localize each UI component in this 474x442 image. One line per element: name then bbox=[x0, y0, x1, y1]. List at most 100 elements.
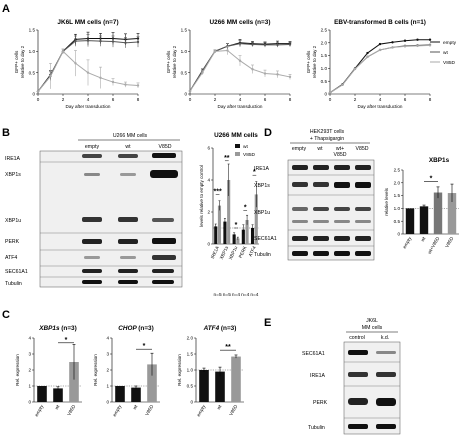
bar-v85d bbox=[447, 193, 457, 234]
chart-title: CHOP (n=3) bbox=[118, 325, 153, 332]
band bbox=[292, 207, 308, 211]
y-tick-label: 0.5 bbox=[321, 79, 328, 84]
y-axis-label: relative to day 2 bbox=[20, 45, 25, 78]
band bbox=[348, 372, 368, 377]
band bbox=[313, 236, 329, 241]
category-label: wt bbox=[54, 403, 61, 410]
y-tick-label: 0.5 bbox=[29, 70, 36, 75]
band bbox=[152, 280, 174, 284]
y-tick-label: 2 bbox=[28, 368, 31, 373]
significance-marker: ** bbox=[225, 344, 231, 351]
n-label: n=4 bbox=[232, 292, 240, 298]
band bbox=[82, 239, 102, 244]
x-tick-label: 6 bbox=[404, 97, 407, 102]
band bbox=[84, 173, 100, 176]
n-label: n=4 bbox=[241, 292, 249, 298]
data-point-wt bbox=[99, 39, 102, 43]
band bbox=[313, 182, 329, 187]
data-point-wt bbox=[74, 39, 77, 43]
legend-label-wt: wt bbox=[443, 50, 448, 56]
band bbox=[292, 236, 308, 241]
band bbox=[355, 220, 371, 223]
blot-b-title: U266 MM cells bbox=[113, 133, 148, 139]
chart-title: ATF4 (n=3) bbox=[203, 325, 237, 332]
y-tick-label: 2.5 bbox=[321, 28, 328, 33]
category-label: wt bbox=[216, 403, 223, 410]
blot-d-lane-v85d: V85D bbox=[356, 146, 369, 152]
chart-title: XBP1s (n=3) bbox=[38, 325, 76, 332]
category-label: XBP1u bbox=[228, 245, 239, 260]
x-tick-label: 0 bbox=[189, 97, 192, 102]
blot-b-row-xbp1u: XBP1u bbox=[5, 218, 21, 224]
y-tick-label: 1 bbox=[106, 384, 109, 389]
n-label: n=5 bbox=[214, 292, 222, 298]
band bbox=[348, 350, 368, 355]
band bbox=[355, 236, 371, 241]
category-label: ATF4 bbox=[248, 245, 257, 257]
bar-wt bbox=[53, 388, 63, 402]
panel-label-e: E bbox=[264, 317, 271, 329]
band bbox=[118, 280, 138, 284]
y-tick-label: 2.5 bbox=[394, 168, 401, 173]
x-tick-label: 2 bbox=[354, 97, 357, 102]
category-label: empty bbox=[34, 403, 45, 417]
y-axis-label: Rel. expression bbox=[15, 354, 20, 386]
data-point-v85d bbox=[124, 83, 127, 86]
category-label: V85D bbox=[66, 403, 76, 416]
significance-marker: * bbox=[235, 222, 238, 229]
data-point-v85d bbox=[99, 76, 102, 79]
x-axis-label: Day after transduction bbox=[218, 104, 263, 109]
data-point-wt bbox=[124, 41, 127, 44]
band bbox=[118, 154, 138, 158]
y-tick-label: 1.5 bbox=[394, 193, 401, 198]
y-tick-label: 0 bbox=[207, 242, 210, 247]
x-tick-label: 6 bbox=[264, 97, 267, 102]
bar-empty bbox=[115, 386, 125, 402]
data-point-v85d bbox=[111, 80, 115, 84]
band bbox=[120, 256, 136, 259]
y-axis-label: relative to day 2 bbox=[312, 45, 317, 78]
x-axis-label: Day after transduction bbox=[358, 104, 403, 109]
band bbox=[152, 255, 176, 260]
legend-swatch-wt bbox=[235, 144, 240, 148]
band bbox=[313, 220, 329, 223]
blot-e-row-ire1a: IRE1A bbox=[310, 373, 326, 379]
data-point-v85d bbox=[328, 91, 332, 94]
y-tick-label: 1 bbox=[28, 384, 31, 389]
x-tick-label: 0 bbox=[329, 97, 332, 102]
n-label: n=4 bbox=[250, 292, 258, 298]
blot-b-row-tubulin: Tubulin bbox=[5, 281, 22, 287]
significance-marker: * bbox=[253, 169, 256, 176]
y-tick-label: 4 bbox=[106, 336, 109, 341]
blot-b-lane-v85d: V85D bbox=[159, 144, 172, 150]
category-label: V85D bbox=[144, 403, 154, 416]
bar-perk-v85d bbox=[245, 220, 249, 244]
data-point-wt bbox=[276, 43, 279, 47]
band bbox=[120, 173, 136, 176]
data-point-empty bbox=[428, 38, 432, 41]
data-point-wt bbox=[251, 43, 254, 46]
data-point-v85d bbox=[416, 44, 419, 48]
y-tick-label: 1.0 bbox=[187, 368, 194, 373]
data-point-empty bbox=[416, 38, 419, 41]
band bbox=[84, 256, 100, 259]
blot-d-row-sec61a1: SEC61A1 bbox=[254, 236, 277, 242]
y-axis-label: relative to day 2 bbox=[172, 45, 177, 78]
band bbox=[355, 251, 371, 256]
y-tick-label: 2.0 bbox=[394, 180, 401, 185]
y-tick-label: 0.5 bbox=[181, 70, 188, 75]
blot-d-title-2: + Thapsigargin bbox=[310, 136, 344, 142]
y-axis-label: levels relative to empty control bbox=[199, 165, 204, 227]
band bbox=[82, 280, 102, 284]
band bbox=[82, 217, 102, 222]
y-axis-label: GFP+ cells bbox=[166, 50, 171, 73]
data-point-v85d bbox=[353, 67, 357, 71]
blot-e-lane-control: control bbox=[349, 335, 365, 341]
blot-e-row-tubulin: Tubulin bbox=[308, 425, 325, 431]
y-tick-label: 4 bbox=[28, 336, 31, 341]
data-point-empty bbox=[378, 42, 382, 46]
blot-e-row-perk: PERK bbox=[313, 400, 328, 406]
chart-title: JK6L MM cells (n=7) bbox=[57, 19, 118, 26]
band bbox=[355, 207, 371, 211]
blot-e-lane-kd: k.d. bbox=[381, 335, 389, 341]
